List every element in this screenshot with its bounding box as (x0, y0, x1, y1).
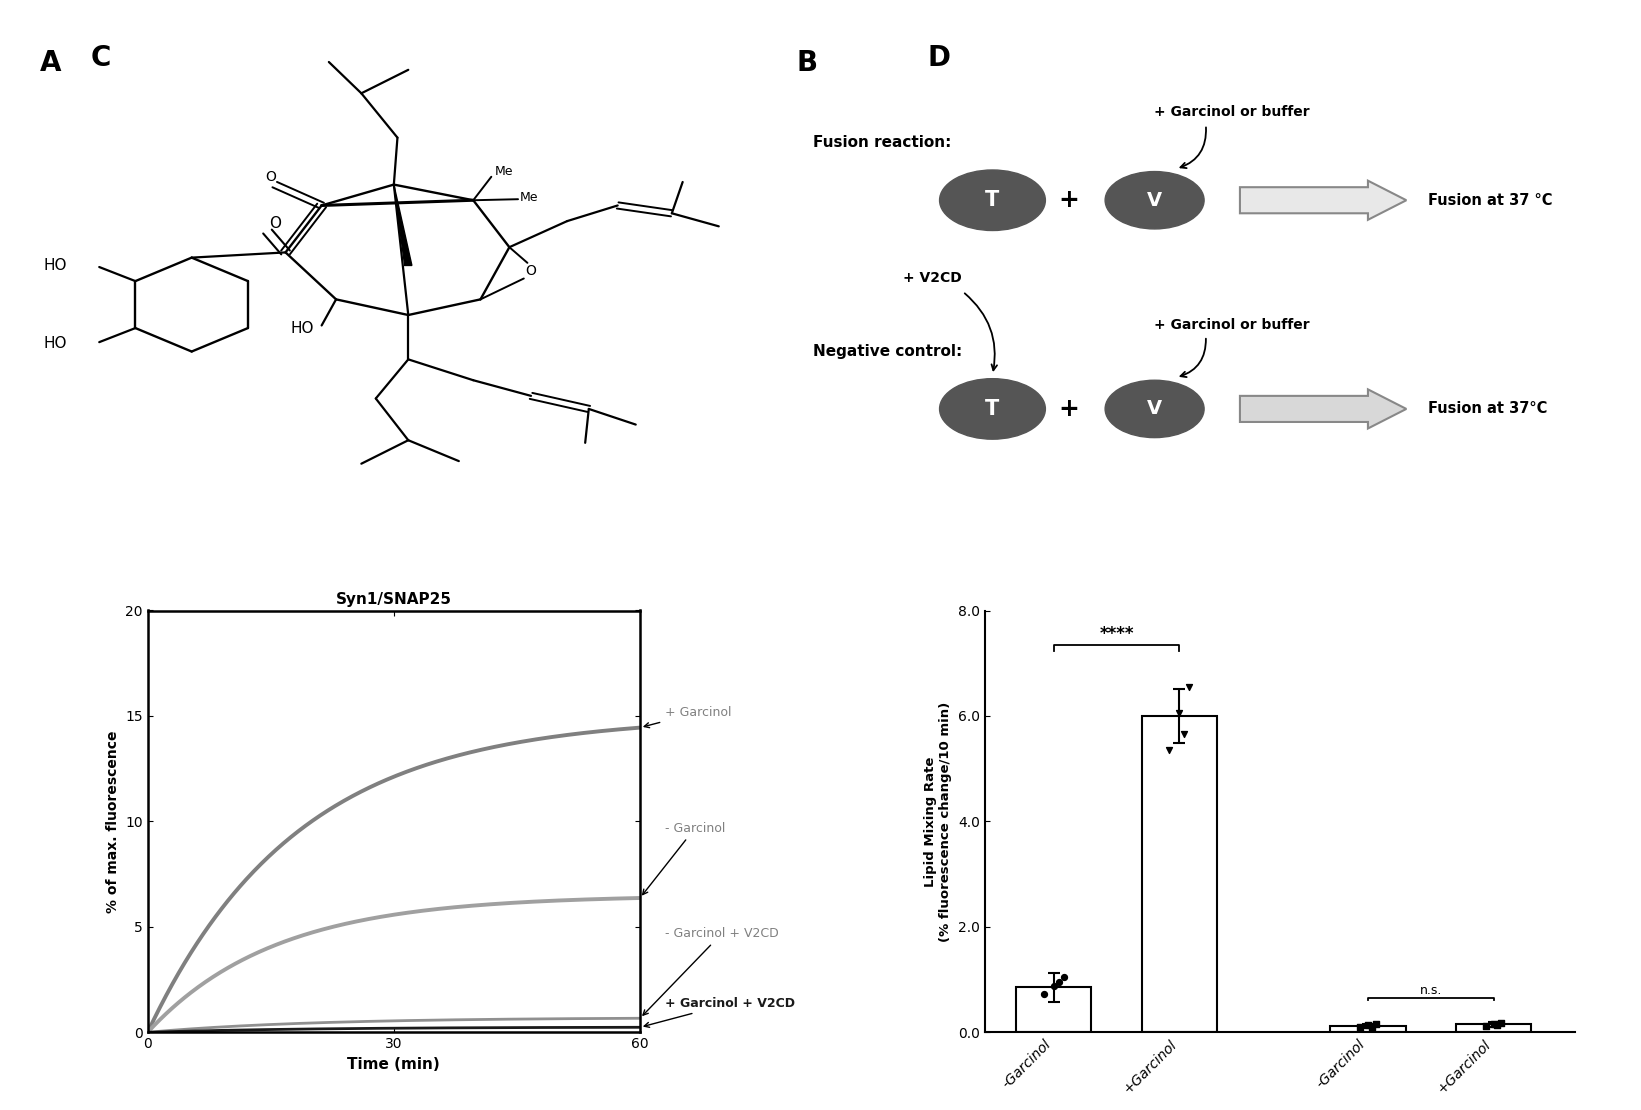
Point (1362, 1016, 1388, 1033)
Bar (1456, 1025, 1531, 1032)
Point (1347, 1018, 1374, 1036)
Text: HO: HO (44, 258, 67, 273)
Text: + Garcinol or buffer: + Garcinol or buffer (1154, 319, 1310, 333)
Text: Fusion at 37 °C: Fusion at 37 °C (1428, 193, 1552, 208)
Text: T: T (985, 398, 999, 418)
Point (1359, 1018, 1385, 1036)
Text: + Garcinol + V2CD: + Garcinol + V2CD (645, 997, 794, 1028)
Polygon shape (394, 184, 412, 265)
Text: C: C (90, 44, 110, 72)
Text: HO: HO (44, 336, 67, 351)
Text: + Garcinol: + Garcinol (645, 706, 732, 728)
FancyArrow shape (1241, 390, 1406, 428)
Y-axis label: Lipid Mixing Rate
(% fluorescence change/10 min): Lipid Mixing Rate (% fluorescence change… (924, 702, 952, 941)
Text: O: O (525, 264, 537, 278)
Title: Syn1/SNAP25: Syn1/SNAP25 (336, 592, 451, 606)
FancyArrow shape (1241, 181, 1406, 220)
Text: Me: Me (496, 165, 514, 178)
Text: B: B (796, 49, 817, 77)
Ellipse shape (1104, 381, 1204, 437)
Point (1177, 678, 1203, 696)
Point (1488, 1015, 1515, 1032)
Point (1045, 973, 1072, 991)
Text: - Garcinol: - Garcinol (643, 821, 725, 895)
Point (1157, 741, 1183, 759)
Point (1172, 726, 1198, 744)
Bar (1016, 988, 1091, 1032)
Text: A: A (39, 49, 62, 77)
Point (1480, 1016, 1506, 1033)
Text: O: O (269, 216, 281, 231)
Text: Fusion reaction:: Fusion reaction: (814, 135, 952, 150)
Text: V: V (1147, 191, 1162, 210)
Point (1167, 705, 1193, 723)
Text: Negative control:: Negative control: (814, 344, 963, 359)
Point (1031, 986, 1057, 1003)
Y-axis label: % of max. fluorescence: % of max. fluorescence (105, 730, 120, 912)
Text: Fusion at 37°C: Fusion at 37°C (1428, 402, 1547, 416)
Text: + V2CD: + V2CD (903, 272, 962, 285)
Point (1040, 977, 1067, 995)
Text: +: + (1058, 189, 1080, 212)
Text: HO: HO (290, 321, 315, 335)
Text: +: + (1058, 397, 1080, 421)
Text: O: O (266, 170, 277, 184)
Bar (1331, 1026, 1406, 1032)
Text: - Garcinol + V2CD: - Garcinol + V2CD (643, 927, 778, 1016)
Bar (1142, 716, 1218, 1032)
Text: Me: Me (520, 191, 538, 204)
Ellipse shape (1104, 172, 1204, 229)
X-axis label: Time (min): Time (min) (348, 1057, 440, 1072)
Text: T: T (985, 190, 999, 210)
Ellipse shape (940, 170, 1045, 231)
Point (1474, 1017, 1500, 1035)
Text: V: V (1147, 400, 1162, 418)
Text: D: D (927, 44, 950, 72)
Point (1050, 968, 1076, 986)
Point (1485, 1017, 1511, 1035)
Text: ****: **** (1099, 625, 1134, 643)
Point (1355, 1017, 1382, 1035)
Text: n.s.: n.s. (1419, 983, 1442, 997)
Text: + Garcinol or buffer: + Garcinol or buffer (1154, 104, 1310, 119)
Ellipse shape (940, 379, 1045, 440)
